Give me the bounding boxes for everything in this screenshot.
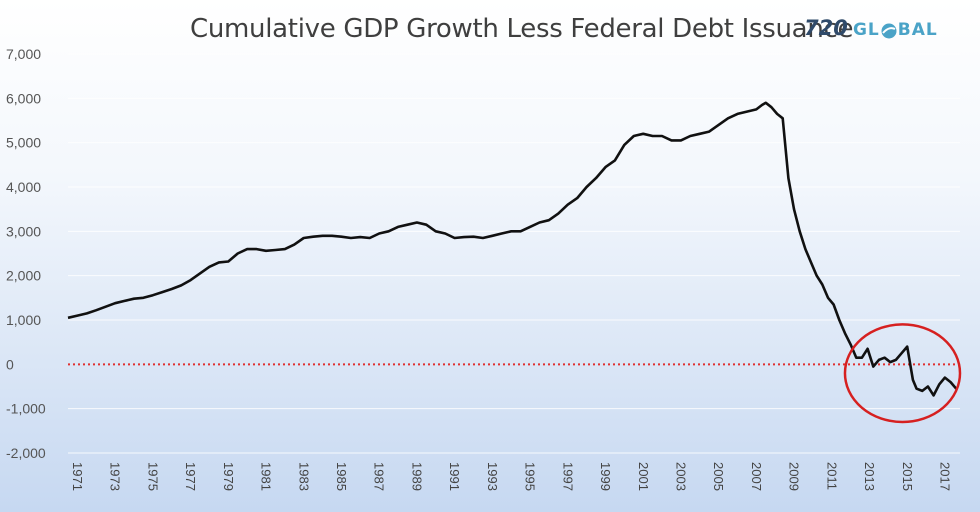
y-tick-label: 5,000 (6, 135, 41, 151)
globe-icon (881, 23, 897, 38)
x-tick-label: 2007 (749, 462, 764, 491)
x-tick-label: 1979 (221, 462, 236, 491)
logo-word-start: GL (852, 20, 880, 40)
x-tick-label: 1997 (560, 462, 575, 491)
series-line (67, 101, 958, 397)
x-tick-label: 2011 (824, 462, 839, 490)
y-tick-label: 0 (6, 356, 14, 372)
logo-word-end: BAL (897, 20, 938, 40)
chart-title: Cumulative GDP Growth Less Federal Debt … (190, 14, 854, 44)
y-tick-label: 1,000 (6, 312, 41, 328)
x-tick-label: 1975 (145, 462, 160, 491)
x-tick-label: 1973 (108, 462, 123, 491)
y-tick-label: -2,000 (6, 445, 46, 461)
x-tick-label: 1981 (259, 462, 274, 491)
x-tick-label: 2003 (673, 462, 688, 491)
x-tick-label: 2013 (862, 462, 877, 491)
y-tick-label: 7,000 (6, 46, 41, 62)
y-tick-label: 3,000 (6, 223, 41, 239)
highlight-circle (843, 323, 962, 424)
x-tick-label: 2001 (636, 462, 651, 491)
y-tick-label: -1,000 (6, 401, 46, 417)
x-tick-label: 1971 (70, 462, 85, 491)
x-tick-label: 1983 (296, 462, 311, 491)
x-tick-label: 2009 (787, 462, 802, 491)
x-tick-label: 1995 (523, 462, 538, 491)
x-tick-label: 1993 (485, 462, 500, 491)
logo-number: 720 (804, 16, 848, 40)
brand-logo: 720 GL BAL (804, 16, 938, 46)
y-tick-label: 6,000 (6, 90, 41, 106)
x-tick-label: 2017 (937, 462, 952, 491)
x-tick-label: 1991 (447, 462, 462, 491)
x-tick-label: 1989 (409, 462, 424, 491)
x-tick-label: 1985 (334, 462, 349, 491)
x-tick-label: 1977 (183, 462, 198, 491)
y-tick-label: 4,000 (6, 179, 41, 195)
x-tick-label: 2005 (711, 462, 726, 491)
x-tick-label: 1987 (372, 462, 387, 491)
y-tick-label: 2,000 (6, 268, 41, 284)
x-tick-label: 1999 (598, 462, 613, 491)
x-tick-label: 2015 (900, 462, 915, 491)
